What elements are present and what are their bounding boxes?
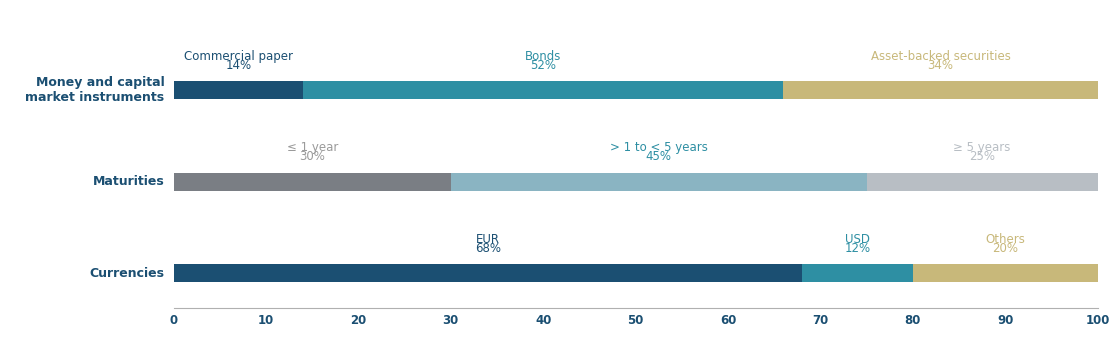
Text: Commercial paper: Commercial paper	[184, 50, 292, 63]
Bar	[174, 81, 302, 99]
Text: Others: Others	[986, 233, 1025, 246]
Text: 52%: 52%	[530, 59, 557, 72]
Bar	[783, 81, 1098, 99]
Text: 45%: 45%	[646, 150, 672, 163]
Bar	[174, 264, 802, 282]
Text: 20%: 20%	[992, 242, 1018, 255]
Text: 14%: 14%	[225, 59, 251, 72]
Bar	[867, 173, 1098, 191]
Text: 25%: 25%	[969, 150, 995, 163]
Text: ≤ 1 year: ≤ 1 year	[287, 141, 338, 154]
Bar	[302, 81, 783, 99]
Text: Bonds: Bonds	[525, 50, 561, 63]
Text: ≥ 5 years: ≥ 5 years	[953, 141, 1010, 154]
Bar	[174, 173, 450, 191]
Bar	[802, 264, 913, 282]
Text: Asset-backed securities: Asset-backed securities	[870, 50, 1010, 63]
Text: 68%: 68%	[475, 242, 501, 255]
Bar	[450, 173, 867, 191]
Text: 12%: 12%	[844, 242, 870, 255]
Text: Money and capital
market instruments: Money and capital market instruments	[26, 76, 165, 104]
Text: 30%: 30%	[299, 150, 325, 163]
Text: EUR: EUR	[476, 233, 500, 246]
Bar	[913, 264, 1098, 282]
Text: Currencies: Currencies	[90, 267, 165, 280]
Text: USD: USD	[844, 233, 870, 246]
Text: Maturities: Maturities	[93, 175, 165, 188]
Text: > 1 to < 5 years: > 1 to < 5 years	[609, 141, 708, 154]
Text: 34%: 34%	[927, 59, 953, 72]
